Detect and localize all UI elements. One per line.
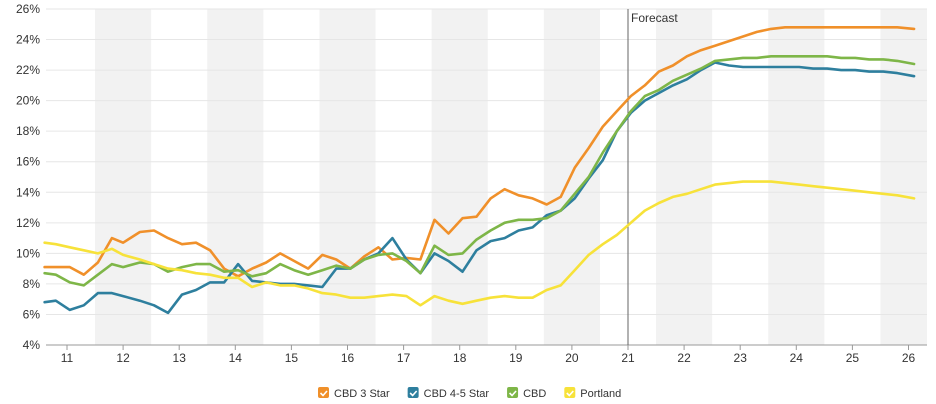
- year-band: [95, 9, 152, 345]
- y-tick-label: 8%: [23, 277, 41, 291]
- forecast-marker: Forecast: [627, 9, 678, 345]
- x-tick-label: 16: [341, 351, 355, 365]
- legend-swatch: [407, 387, 419, 398]
- y-tick-label: 24%: [16, 33, 40, 47]
- check-icon: [508, 390, 517, 397]
- y-tick-label: 14%: [16, 185, 40, 199]
- y-tick-label: 22%: [16, 63, 40, 77]
- y-tick-label: 20%: [16, 94, 40, 108]
- year-band: [656, 9, 713, 345]
- check-icon: [319, 390, 328, 397]
- series-lines: [43, 25, 916, 315]
- legend-label: CBD 4-5 Star: [424, 388, 490, 400]
- y-tick-label: 26%: [16, 2, 40, 16]
- legend-item-cbd-4-5-star[interactable]: CBD 4-5 Star: [407, 387, 490, 400]
- horizontal-gridlines: [46, 8, 927, 346]
- legend-item-cbd-3-star[interactable]: CBD 3 Star: [318, 387, 390, 400]
- x-tick-label: 12: [116, 351, 130, 365]
- y-axis: 4% 6% 8% 10% 12% 14% 16% 18% 20% 22% 24% 26%: [16, 2, 40, 352]
- x-tick-label: 23: [734, 351, 748, 365]
- y-tick-label: 18%: [16, 124, 40, 138]
- x-tick-label: 13: [173, 351, 187, 365]
- year-band: [880, 9, 927, 345]
- legend-label: Portland: [580, 388, 621, 400]
- year-band: [431, 9, 488, 345]
- x-tick-label: 21: [621, 351, 635, 365]
- series-line-cbd: [43, 54, 916, 287]
- year-band: [543, 9, 600, 345]
- x-axis: 11 12 13 14 15 16 17 18 19 20 21 22 23 24 25 26: [46, 344, 927, 365]
- legend-item-portland[interactable]: Portland: [564, 387, 621, 400]
- check-icon: [566, 390, 574, 397]
- y-tick-label: 12%: [16, 216, 40, 230]
- check-icon: [409, 390, 418, 397]
- y-tick-label: 6%: [23, 307, 41, 321]
- forecast-label: Forecast: [631, 11, 678, 25]
- series-line-cbd-3-star: [43, 25, 916, 278]
- year-band: [768, 9, 825, 345]
- x-tick-label: 20: [565, 351, 579, 365]
- legend-label: CBD 3 Star: [334, 388, 390, 400]
- x-tick-label: 22: [677, 351, 691, 365]
- legend-label: CBD: [523, 388, 546, 400]
- x-tick-label: 11: [61, 351, 74, 365]
- legend[interactable]: CBD 3 Star CBD 4-5 Star CBD Portland: [318, 387, 621, 400]
- series-line-portland: [43, 180, 916, 307]
- legend-swatch: [318, 387, 329, 398]
- alternating-year-bands: [95, 9, 927, 345]
- x-tick-label: 14: [229, 351, 243, 365]
- year-band: [319, 9, 376, 345]
- legend-swatch: [507, 387, 519, 398]
- x-tick-label: 26: [902, 351, 916, 365]
- series-line-cbd-4-5-star: [43, 61, 916, 315]
- x-tick-label: 18: [453, 351, 467, 365]
- legend-item-cbd[interactable]: CBD: [507, 387, 546, 400]
- x-tick-label: 24: [790, 351, 804, 365]
- year-band: [207, 9, 264, 345]
- x-tick-label: 15: [285, 351, 299, 365]
- y-tick-label: 10%: [16, 246, 40, 260]
- y-tick-label: 16%: [16, 155, 40, 169]
- y-tick-label: 4%: [23, 338, 41, 352]
- x-tick-label: 25: [846, 351, 860, 365]
- x-tick-label: 19: [509, 351, 523, 365]
- legend-swatch: [564, 387, 576, 398]
- x-tick-label: 17: [397, 351, 411, 365]
